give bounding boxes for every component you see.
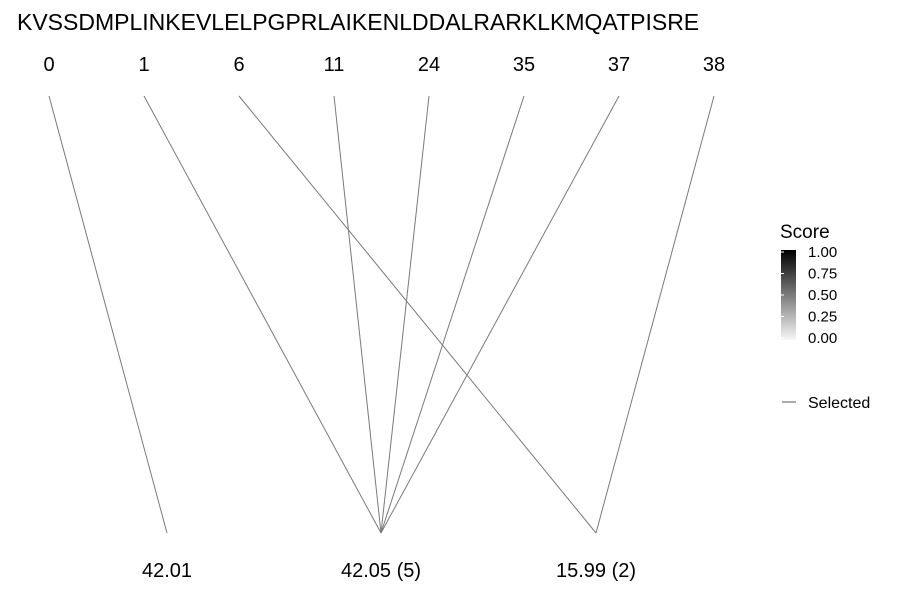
edge-line [380,95,430,534]
edge-line [143,95,382,534]
mass-label: 42.05 (5) [341,560,421,582]
edge-line [238,95,597,534]
legend-tick-label: 0.25 [808,309,837,326]
position-label: 35 [513,54,535,76]
legend-tick-labels: 1.00 0.75 0.50 0.25 0.00 [781,244,837,347]
position-label: 0 [43,54,54,76]
position-label: 37 [608,54,630,76]
edge-lines [48,95,715,534]
mass-label: 15.99 (2) [556,560,636,582]
mass-labels: 42.01 42.05 (5) 15.99 (2) [142,560,636,582]
legend-tick-label: 0.00 [808,330,837,347]
position-label: 11 [324,54,345,76]
position-label: 6 [233,54,244,76]
legend: Score 1.00 0.75 0.50 0.25 0.00 Selected [780,222,870,412]
peptide-sequence: KVSSDMPLINKEVLELPGPRLAIKENLDDALRARKLKMQA… [17,9,699,35]
position-label: 1 [138,54,149,76]
mass-label: 42.01 [142,560,192,582]
legend-score-title: Score [780,222,830,243]
legend-tick-label: 0.75 [808,266,837,283]
edge-line [380,95,525,534]
position-labels: 0 1 6 11 24 35 37 38 [43,54,725,76]
legend-tick-label: 1.00 [808,244,837,261]
edge-line [333,95,382,534]
position-label: 38 [703,54,725,76]
position-label: 24 [418,54,440,76]
legend-colorbar [781,250,796,340]
edge-line [380,95,620,534]
legend-selected-label: Selected [808,395,870,412]
edge-line [48,95,168,534]
legend-tick-label: 0.50 [808,287,837,304]
edge-line [595,95,715,534]
